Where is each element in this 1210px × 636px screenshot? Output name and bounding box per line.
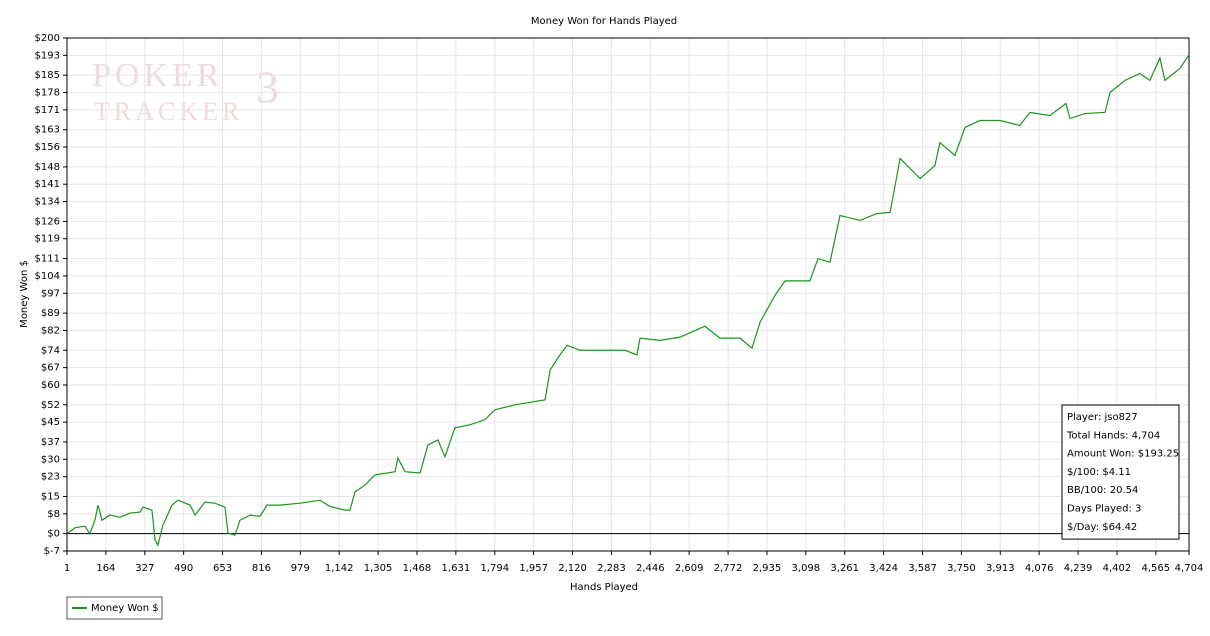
y-tick-label: $193 xyxy=(35,50,60,61)
watermark: TRACKER xyxy=(94,97,243,126)
y-tick-label: $0 xyxy=(47,529,60,540)
x-tick-label: 3,750 xyxy=(947,563,976,574)
x-tick-label: 653 xyxy=(213,563,232,574)
y-tick-label: $15 xyxy=(41,491,60,502)
y-tick-label: $82 xyxy=(41,325,60,336)
stats-box xyxy=(1061,404,1180,540)
x-tick-label: 1,957 xyxy=(519,563,548,574)
y-axis-label: Money Won $ xyxy=(19,260,30,328)
x-tick-label: 1,305 xyxy=(364,563,393,574)
y-tick-label: $119 xyxy=(35,234,60,245)
stats-line: Total Hands: 4,704 xyxy=(1066,430,1160,441)
x-tick-label: 979 xyxy=(291,563,310,574)
data-line xyxy=(66,54,1190,547)
stats-line: Player: jso827 xyxy=(1067,412,1138,423)
x-tick-label: 2,283 xyxy=(597,563,626,574)
y-tick-label: $148 xyxy=(35,162,60,173)
watermark: 3 xyxy=(256,62,283,113)
y-tick-label: $37 xyxy=(41,437,60,448)
x-tick-label: 4,402 xyxy=(1103,563,1132,574)
y-tick-label: $156 xyxy=(35,142,60,153)
x-tick-label: 3,098 xyxy=(792,563,821,574)
x-axis-label: Hands Played xyxy=(570,582,638,593)
x-tick-label: 1 xyxy=(64,563,70,574)
x-tick-label: 2,772 xyxy=(714,563,743,574)
x-tick-label: 2,446 xyxy=(636,563,665,574)
x-tick-label: 1,794 xyxy=(480,563,509,574)
y-tick-label: $163 xyxy=(35,125,60,136)
y-tick-label: $200 xyxy=(35,33,60,44)
x-tick-label: 4,565 xyxy=(1142,563,1171,574)
x-tick-label: 1,631 xyxy=(442,563,471,574)
x-tick-label: 2,120 xyxy=(558,563,587,574)
x-tick-label: 327 xyxy=(135,563,154,574)
y-tick-label: $8 xyxy=(47,509,60,520)
y-tick-label: $74 xyxy=(41,345,60,356)
y-tick-label: $111 xyxy=(35,254,60,265)
chart-title: Money Won for Hands Played xyxy=(531,16,677,27)
y-tick-label: $171 xyxy=(35,105,60,116)
x-tick-label: 2,609 xyxy=(675,563,704,574)
x-tick-label: 1,142 xyxy=(325,563,354,574)
plot-frame xyxy=(66,37,1190,552)
x-tick-label: 4,076 xyxy=(1025,563,1054,574)
x-tick-label: 490 xyxy=(174,563,193,574)
x-tick-label: 164 xyxy=(96,563,115,574)
x-tick-label: 3,587 xyxy=(908,563,937,574)
x-tick-label: 4,239 xyxy=(1064,563,1093,574)
y-tick-label: $104 xyxy=(35,271,60,282)
x-tick-label: 4,704 xyxy=(1175,563,1204,574)
x-tick-label: 816 xyxy=(252,563,271,574)
legend-box xyxy=(66,596,163,620)
x-tick-label: 3,913 xyxy=(986,563,1015,574)
y-tick-label: $52 xyxy=(41,400,60,411)
y-tick-label: $134 xyxy=(35,197,60,208)
y-tick-label: $185 xyxy=(35,70,60,81)
y-tick-label: $141 xyxy=(35,179,60,190)
y-tick-label: $30 xyxy=(41,454,60,465)
y-tick-label: $-7 xyxy=(44,546,60,557)
legend-label: Money Won $ xyxy=(91,603,159,614)
stats-line: Days Played: 3 xyxy=(1067,504,1141,515)
x-tick-label: 1,468 xyxy=(403,563,432,574)
legend: Money Won $ xyxy=(66,596,163,620)
stats-line: Amount Won: $193.25 xyxy=(1067,449,1179,460)
x-tick-label: 2,935 xyxy=(753,563,782,574)
y-tick-label: $45 xyxy=(41,417,60,428)
stats-line: $/100: $4.11 xyxy=(1067,467,1131,478)
y-tick-label: $89 xyxy=(41,308,60,319)
y-tick-label: $23 xyxy=(41,472,60,483)
stats-line: $/Day: $64.42 xyxy=(1067,522,1137,533)
y-tick-label: $67 xyxy=(41,363,60,374)
x-tick-label: 3,424 xyxy=(869,563,898,574)
y-tick-label: $60 xyxy=(41,380,60,391)
y-tick-label: $178 xyxy=(35,88,60,99)
y-tick-label: $97 xyxy=(41,288,60,299)
x-tick-label: 3,261 xyxy=(830,563,859,574)
stats-line: BB/100: 20.54 xyxy=(1067,485,1138,496)
y-tick-label: $126 xyxy=(35,216,60,227)
